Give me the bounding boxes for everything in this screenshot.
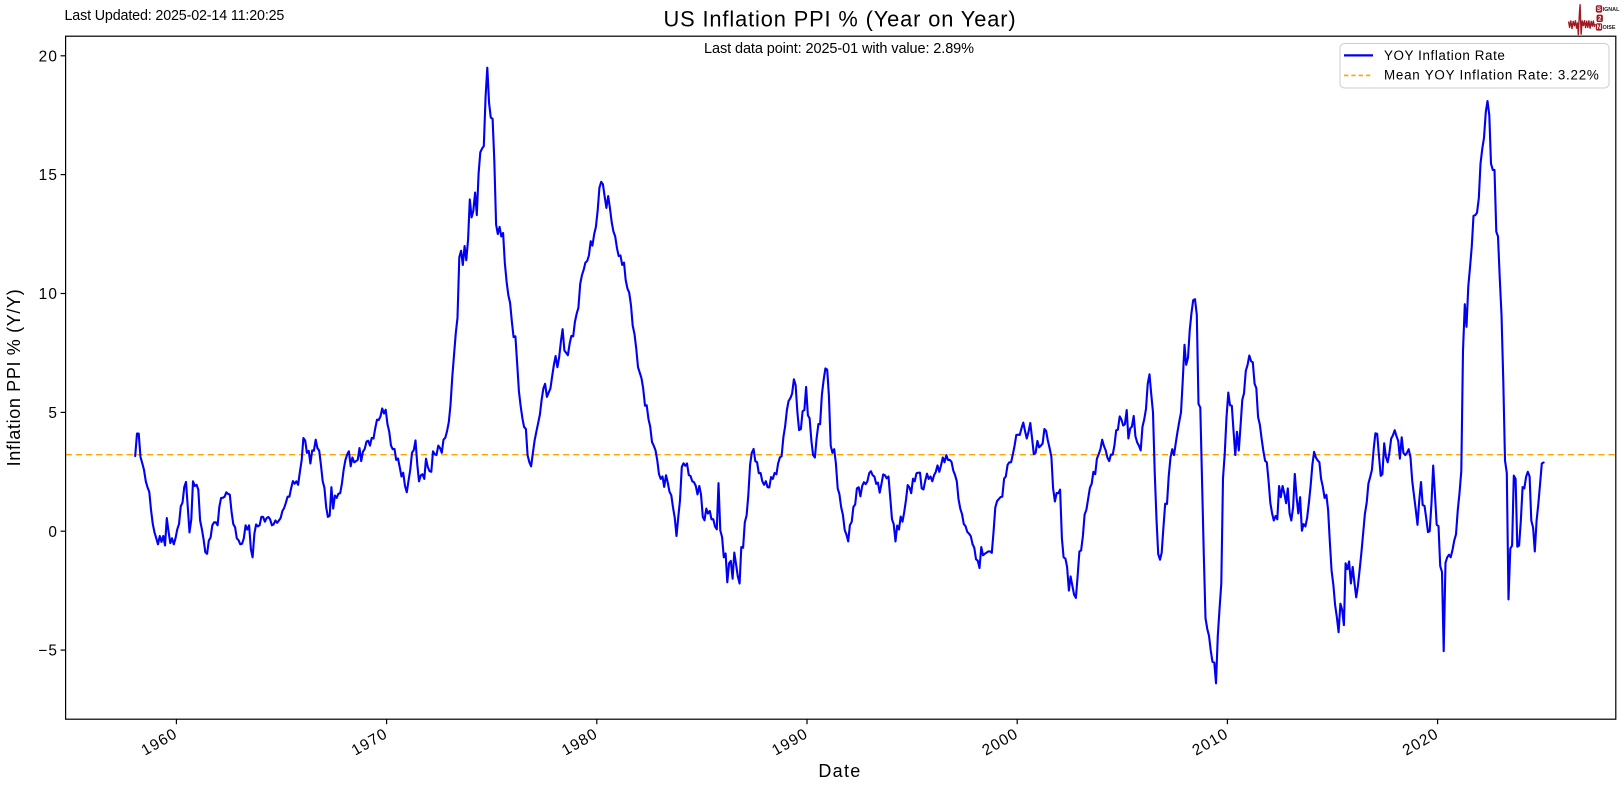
svg-text:Last data point: 2025-01 with: Last data point: 2025-01 with value: 2.8… [704,41,974,57]
svg-text:Mean YOY Inflation Rate: 3.22%: Mean YOY Inflation Rate: 3.22% [1384,68,1600,83]
svg-text:N: N [1597,24,1602,31]
svg-text:15: 15 [39,167,58,184]
svg-text:0: 0 [48,524,58,541]
svg-text:US Inflation PPI % (Year on Ye: US Inflation PPI % (Year on Year) [664,7,1017,32]
svg-text:10: 10 [39,286,58,303]
svg-text:20: 20 [39,48,58,65]
svg-text:2: 2 [1598,15,1602,22]
svg-text:IGNAL: IGNAL [1603,7,1620,13]
svg-text:Date: Date [818,761,861,781]
svg-text:OISE: OISE [1603,25,1616,31]
svg-text:S: S [1597,6,1601,13]
svg-text:5: 5 [48,405,58,422]
svg-text:YOY Inflation Rate: YOY Inflation Rate [1384,48,1505,63]
svg-text:−5: −5 [38,643,58,660]
svg-text:Inflation PPI % (Y/Y): Inflation PPI % (Y/Y) [4,289,24,467]
svg-text:Last Updated: 2025-02-14 11:20: Last Updated: 2025-02-14 11:20:25 [65,8,285,24]
